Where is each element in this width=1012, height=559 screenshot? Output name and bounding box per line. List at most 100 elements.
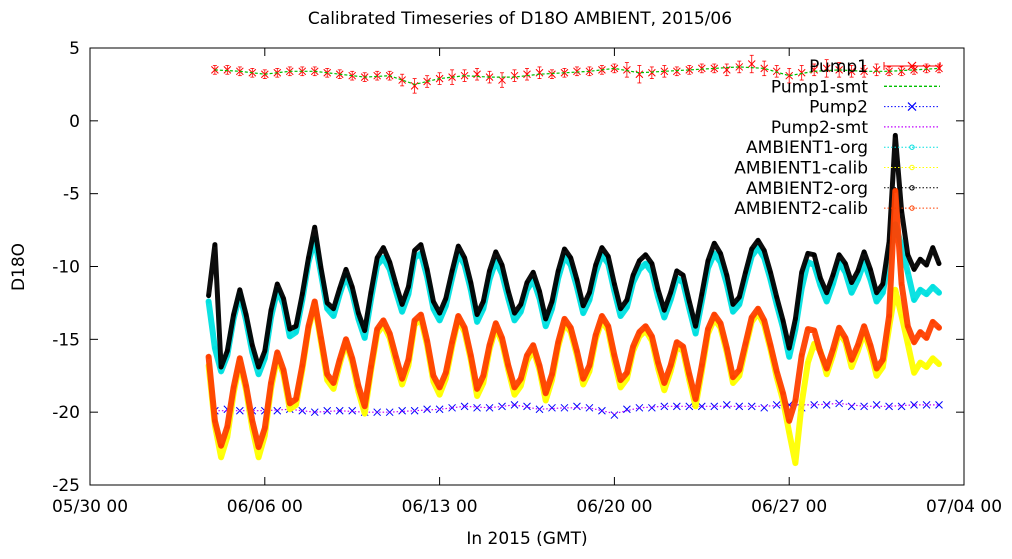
- data-point-ambient2-calib: [568, 325, 573, 330]
- data-point-pump2: [810, 401, 819, 409]
- data-point-ambient2-calib: [693, 396, 698, 402]
- data-point-ambient2-org: [356, 310, 361, 316]
- data-point-ambient2-org: [780, 318, 786, 323]
- data-point-ambient1-calib: [849, 364, 854, 370]
- data-point-pump1: [772, 67, 781, 76]
- data-point-pump2: [473, 403, 481, 412]
- data-point-ambient2-calib: [811, 328, 817, 333]
- data-point-ambient2-calib: [905, 324, 911, 329]
- x-tick-label: 07/04 00: [926, 497, 1002, 517]
- data-point-ambient2-calib: [836, 325, 842, 330]
- data-point-pump1: [398, 76, 406, 84]
- data-point-pump1: [860, 67, 868, 76]
- data-point-ambient1-org: [874, 299, 879, 304]
- data-point-pump1: [785, 71, 794, 80]
- data-point-ambient2-calib: [537, 363, 542, 368]
- data-point-ambient2-org: [306, 255, 311, 260]
- data-point-pump1: [423, 77, 431, 86]
- data-point-ambient2-calib: [880, 357, 886, 362]
- data-point-ambient2-org: [693, 324, 698, 329]
- data-point-pump1: [610, 64, 619, 73]
- series-pump2-smt: [214, 402, 939, 415]
- data-point-ambient2-org: [849, 280, 854, 285]
- x-tick-label: 06/13 00: [402, 497, 478, 517]
- data-point-ambient2-org: [805, 251, 811, 256]
- data-point-pump1: [822, 64, 831, 73]
- data-point-ambient2-calib: [368, 364, 374, 370]
- data-point-ambient2-calib: [818, 350, 823, 355]
- data-point-ambient2-org: [481, 299, 486, 304]
- data-point-ambient1-calib: [930, 356, 935, 361]
- data-point-pump2: [523, 402, 531, 411]
- data-point-ambient2-org: [668, 290, 673, 295]
- data-point-ambient1-org: [518, 309, 523, 314]
- data-point-pump2: [298, 406, 307, 415]
- data-point-ambient1-calib: [793, 460, 798, 466]
- data-point-pump2: [722, 401, 731, 409]
- data-point-ambient2-calib: [350, 356, 355, 361]
- series-pump2: [211, 399, 943, 419]
- data-point-ambient2-calib: [605, 324, 611, 329]
- data-point-ambient2-org: [880, 281, 886, 287]
- data-point-ambient1-org: [911, 297, 917, 303]
- data-point-ambient2-calib: [718, 321, 723, 326]
- data-point-pump2: [623, 405, 631, 414]
- data-point-ambient2-calib: [699, 363, 704, 368]
- data-point-ambient1-calib: [924, 364, 929, 370]
- data-point-ambient1-calib: [543, 398, 548, 403]
- series-ambient2-calib: [205, 187, 942, 451]
- data-point-ambient2-calib: [512, 385, 517, 390]
- data-point-ambient2-calib: [624, 370, 630, 376]
- data-point-ambient2-calib: [418, 312, 424, 317]
- data-point-ambient2-calib: [655, 360, 661, 365]
- data-point-ambient1-org: [325, 306, 330, 311]
- data-point-ambient1-org: [218, 369, 224, 374]
- data-point-ambient2-org: [787, 345, 792, 351]
- data-point-pump1: [747, 60, 756, 68]
- data-point-ambient1-org: [206, 299, 211, 304]
- data-point-ambient2-calib: [406, 357, 411, 362]
- data-point-pump1: [710, 64, 719, 73]
- data-point-ambient2-calib: [218, 443, 224, 448]
- data-point-ambient2-calib: [212, 418, 218, 424]
- data-point-ambient1-org: [256, 372, 261, 377]
- data-point-ambient2-calib: [481, 373, 486, 378]
- data-point-ambient2-calib: [824, 366, 829, 371]
- data-point-ambient2-calib: [936, 325, 942, 330]
- data-point-ambient2-calib: [312, 299, 317, 304]
- data-point-ambient2-org: [487, 268, 492, 274]
- data-point-ambient2-calib: [412, 318, 417, 323]
- data-point-ambient2-org: [911, 267, 917, 272]
- data-point-ambient2-calib: [393, 354, 399, 360]
- data-point-pump2: [548, 403, 556, 412]
- data-point-ambient2-calib: [356, 383, 361, 389]
- data-point-ambient2-calib: [456, 313, 461, 319]
- data-point-ambient2-org: [262, 348, 267, 354]
- data-point-ambient1-org: [362, 335, 367, 341]
- data-point-ambient2-calib: [849, 357, 854, 362]
- x-axis-label: In 2015 (GMT): [466, 529, 587, 549]
- data-point-ambient1-calib: [437, 392, 442, 397]
- data-point-ambient2-org: [580, 303, 586, 309]
- data-point-ambient2-calib: [662, 380, 667, 386]
- data-point-ambient2-calib: [437, 385, 442, 390]
- data-point-ambient1-calib: [512, 392, 517, 397]
- data-point-ambient2-calib: [680, 344, 686, 349]
- data-point-ambient2-calib: [830, 347, 836, 352]
- data-point-ambient2-calib: [268, 380, 274, 386]
- data-point-ambient2-org: [712, 240, 717, 246]
- data-point-pump1: [535, 68, 544, 77]
- data-point-pump2: [872, 401, 881, 409]
- data-point-ambient2-calib: [637, 329, 642, 335]
- data-point-pump2: [697, 402, 706, 411]
- data-point-ambient2-org: [393, 281, 399, 287]
- data-point-ambient2-calib: [649, 334, 655, 339]
- data-point-ambient2-org: [362, 328, 367, 333]
- data-point-ambient2-org: [612, 281, 617, 287]
- data-point-ambient2-calib: [225, 424, 230, 429]
- data-point-pump2: [323, 406, 332, 415]
- data-point-ambient2-calib: [793, 398, 798, 403]
- legend-marker-ambient1-calib: [909, 164, 915, 171]
- data-point-ambient2-org: [424, 267, 430, 272]
